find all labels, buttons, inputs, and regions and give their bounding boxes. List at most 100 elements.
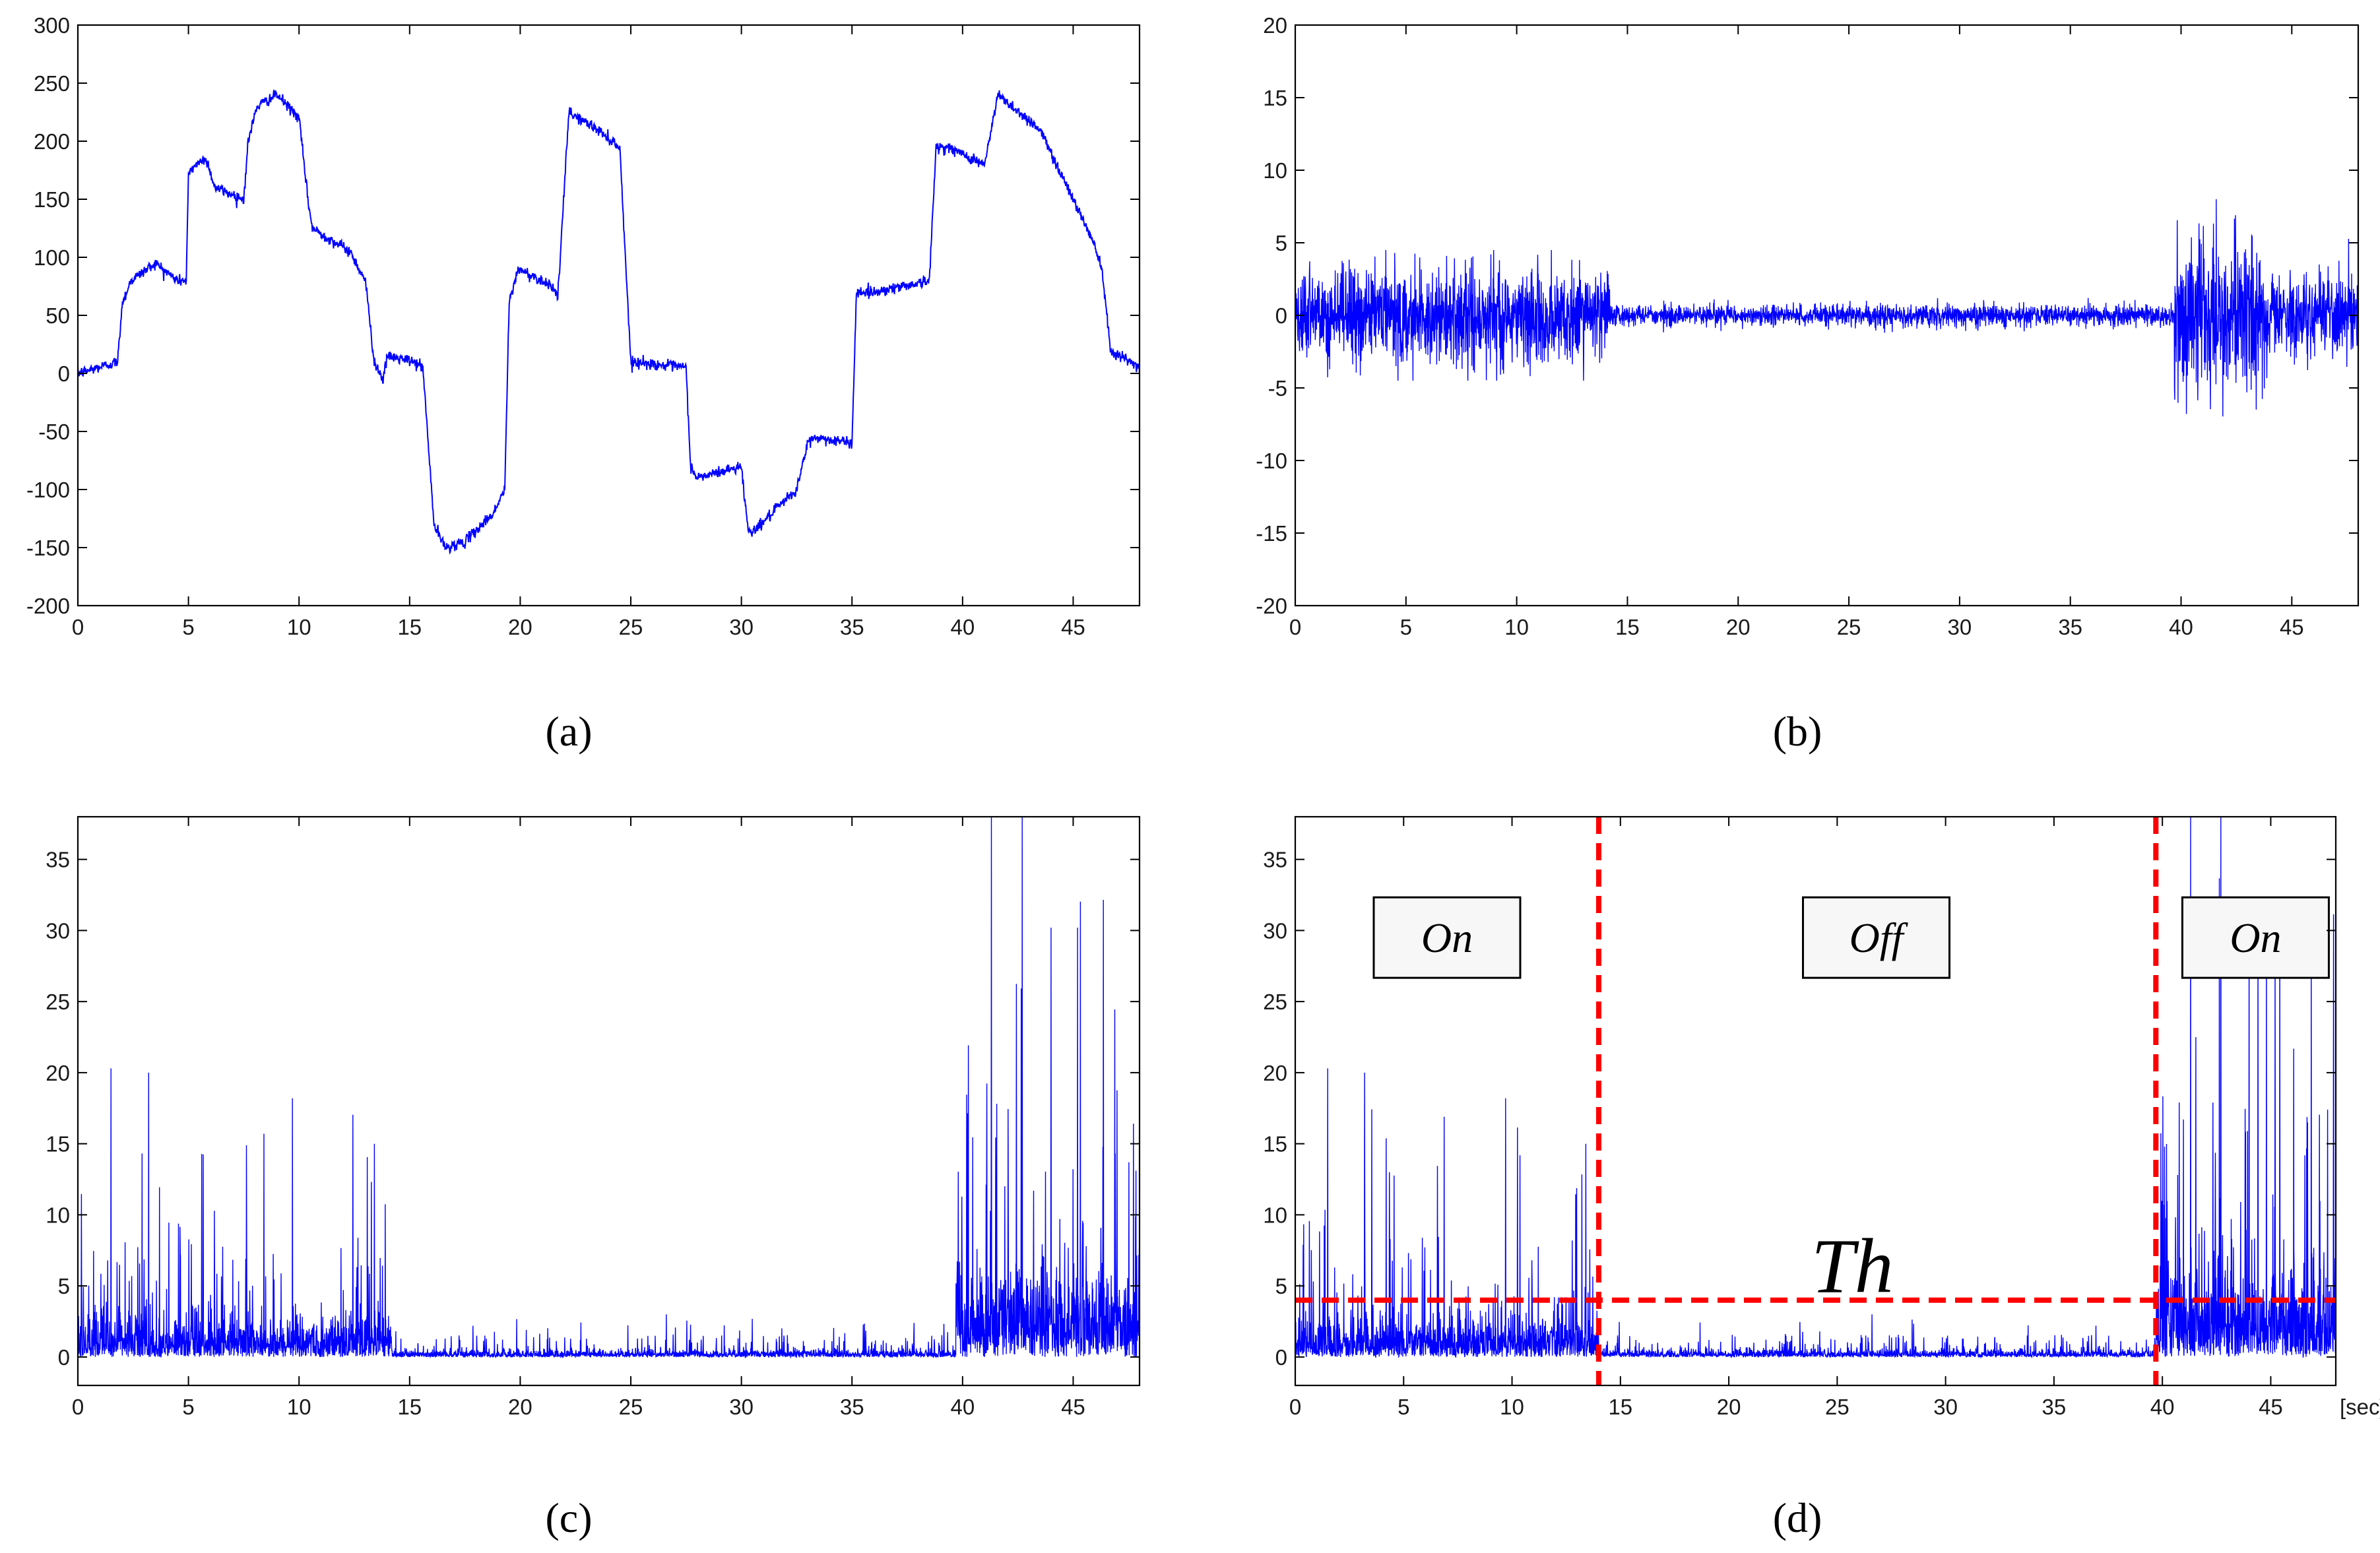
y-tick-label: 10: [1263, 1203, 1287, 1227]
y-tick-label: 150: [34, 187, 70, 212]
state-box-off: [1801, 896, 1950, 979]
y-tick-label: 35: [46, 848, 70, 872]
x-tick-label: 30: [729, 1395, 754, 1419]
y-tick-label: -10: [1256, 449, 1287, 473]
panel-b: 0 5 10 15 20 25 30 35 40 45 -20 -15 -10 -5 0 5 10 15 20: [1256, 13, 2360, 639]
state-label-on: On: [2230, 914, 2281, 961]
x-tick-label: 30: [1933, 1395, 1958, 1419]
x-tick-label: 20: [508, 615, 532, 639]
panel-c: 0 5 10 15 20 25 30 35 40 45 0 5 10 15 20 25 30 35: [46, 815, 1141, 1419]
x-tick-label: 0: [1289, 1395, 1301, 1419]
x-tick-label: 25: [619, 1395, 643, 1419]
y-tick-label: 30: [1263, 918, 1287, 943]
state-box-on: [1372, 896, 1522, 979]
x-tick-label: 40: [950, 1395, 975, 1419]
caption-a: (a): [545, 708, 592, 755]
y-tick-label: 30: [46, 918, 70, 943]
x-tick-label: 0: [72, 615, 84, 639]
y-tick-label: 20: [1263, 13, 1287, 38]
series-line-signal: [77, 89, 1140, 555]
x-tick-label: 35: [2042, 1395, 2067, 1419]
caption-b: (b): [1773, 708, 1822, 755]
y-tick-label: 25: [1263, 990, 1287, 1014]
x-tick-label: 30: [729, 615, 754, 639]
y-tick-label: 0: [1275, 1345, 1287, 1370]
x-tick-label: 40: [2150, 1395, 2175, 1419]
series-line-derivative: [1295, 199, 2359, 417]
x-tick-label: 20: [508, 1395, 532, 1419]
x-tick-label: 15: [1615, 615, 1640, 639]
series-line-energy: [1295, 817, 2336, 1359]
y-tick-label: -50: [38, 420, 70, 444]
y-tick-label: -100: [26, 478, 70, 502]
state-box-on: [2181, 896, 2330, 979]
y-tick-label: 5: [1275, 1274, 1287, 1298]
x-tick-label: 35: [840, 615, 864, 639]
x-tick-label: 5: [1400, 615, 1412, 639]
state-label-on: On: [1421, 914, 1473, 961]
y-tick-label: 0: [58, 1345, 70, 1370]
plot-background: [78, 25, 1140, 606]
y-tick-label: 10: [46, 1203, 70, 1227]
y-tick-label: -15: [1256, 521, 1287, 546]
x-tick-label: 45: [1061, 1395, 1085, 1419]
x-tick-label: 5: [1398, 1395, 1409, 1419]
y-tick-label: -20: [1256, 594, 1287, 618]
y-tick-label: -5: [1268, 376, 1287, 400]
x-tick-label: 5: [182, 615, 194, 639]
x-tick-label: 10: [1504, 615, 1529, 639]
y-tick-label: 15: [46, 1132, 70, 1157]
y-tick-label: 0: [1275, 303, 1287, 328]
x-tick-label: 45: [1061, 615, 1085, 639]
x-tick-label: 35: [840, 1395, 864, 1419]
series-line-energy: [78, 817, 1140, 1359]
x-tick-label: 25: [1825, 1395, 1849, 1419]
x-tick-label: 20: [1717, 1395, 1741, 1419]
y-tick-label: 25: [46, 990, 70, 1014]
x-tick-label: 0: [72, 1395, 84, 1419]
x-tick-label: 15: [397, 1395, 422, 1419]
x-tick-label: 5: [182, 1395, 194, 1419]
y-tick-label: 5: [58, 1274, 70, 1298]
x-tick-label: 45: [2259, 1395, 2283, 1419]
x-tick-label: 0: [1289, 615, 1301, 639]
y-tick-label: -200: [26, 594, 70, 618]
y-tick-label: 5: [1275, 231, 1287, 255]
y-tick-label: 0: [58, 362, 70, 386]
y-tick-label: 35: [1263, 848, 1287, 872]
y-tick-label: 15: [1263, 1132, 1287, 1157]
x-tick-label: 40: [950, 615, 975, 639]
x-tick-label: 25: [1837, 615, 1861, 639]
y-tick-label: 10: [1263, 158, 1287, 183]
state-label-off: Off: [1849, 914, 1909, 961]
caption-d: (d): [1773, 1494, 1822, 1541]
x-tick-label: 15: [1608, 1395, 1632, 1419]
x-tick-label: 10: [287, 615, 311, 639]
panel-a: 0 5 10 15 20 25 30 35 40 45 -200 -150 -100 -50 0 50 100 1…: [26, 13, 1141, 639]
y-tick-label: 15: [1263, 86, 1287, 110]
x-unit-label: [sec]: [2340, 1395, 2380, 1419]
x-tick-label: 30: [1948, 615, 1972, 639]
y-tick-label: 300: [34, 13, 70, 38]
y-tick-label: 200: [34, 129, 70, 154]
x-tick-label: 40: [2169, 615, 2193, 639]
y-tick-label: 100: [34, 245, 70, 270]
panel-d: Th On Off On 0 5 10 15 20 25 30 35 40 45 0 5 10 15 20 25 30 3…: [1263, 815, 2380, 1419]
axes-box: [1294, 815, 2337, 1387]
threshold-label: Th: [1811, 1223, 1894, 1310]
x-tick-label: 10: [1500, 1395, 1524, 1419]
x-tick-label: 20: [1726, 615, 1751, 639]
axes-box: [77, 815, 1141, 1387]
y-tick-label: 250: [34, 71, 70, 96]
x-tick-label: 45: [2280, 615, 2304, 639]
y-tick-label: 20: [1263, 1061, 1287, 1085]
x-tick-label: 10: [287, 1395, 311, 1419]
y-tick-label: 50: [46, 303, 70, 328]
y-tick-label: -150: [26, 536, 70, 560]
caption-c: (c): [545, 1494, 592, 1541]
x-tick-label: 15: [397, 615, 422, 639]
y-tick-label: 20: [46, 1061, 70, 1085]
x-tick-label: 25: [619, 615, 643, 639]
x-tick-label: 35: [2058, 615, 2082, 639]
